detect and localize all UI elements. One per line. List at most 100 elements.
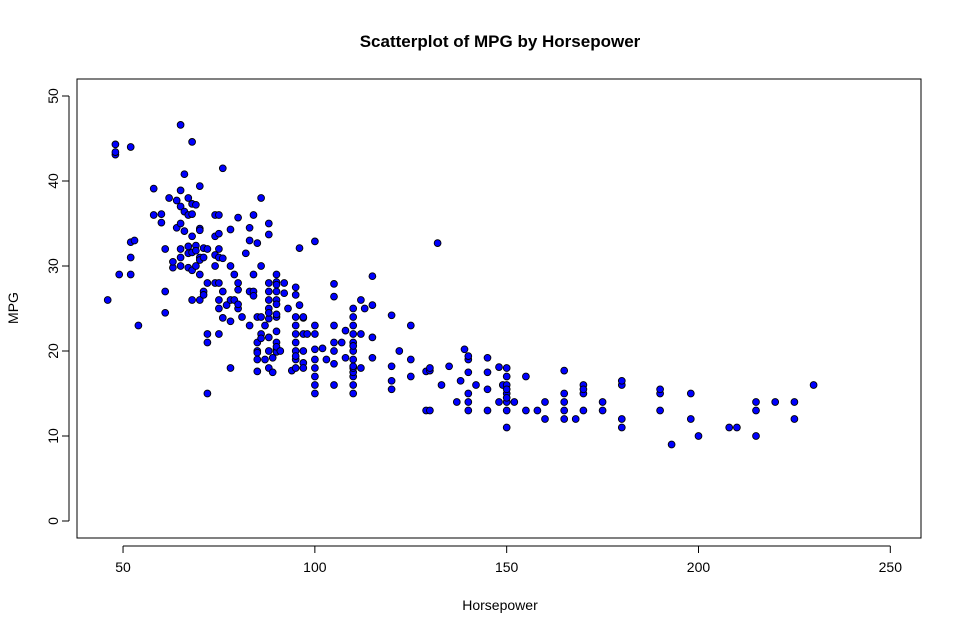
data-point xyxy=(349,330,358,338)
data-point xyxy=(188,232,196,241)
data-point xyxy=(161,287,170,296)
data-point xyxy=(291,321,300,330)
data-point xyxy=(264,347,273,355)
data-point xyxy=(541,398,549,406)
data-point xyxy=(203,245,212,253)
data-point xyxy=(215,229,223,238)
x-tick-label: 100 xyxy=(303,559,327,575)
data-point xyxy=(318,344,327,353)
data-point xyxy=(560,366,569,375)
data-point xyxy=(215,211,223,219)
data-point xyxy=(541,415,549,423)
data-point xyxy=(598,406,607,415)
x-axis: 50 100 150 200 250 xyxy=(115,545,903,575)
data-point xyxy=(456,376,465,385)
data-point xyxy=(192,246,200,255)
data-point xyxy=(502,393,511,402)
data-point xyxy=(357,330,365,338)
data-point xyxy=(579,406,588,415)
data-point xyxy=(495,398,503,406)
data-point xyxy=(617,423,626,432)
data-point xyxy=(253,367,262,376)
data-point xyxy=(226,364,235,372)
data-point xyxy=(218,287,227,296)
data-point xyxy=(264,230,273,239)
data-point xyxy=(199,253,208,262)
data-point xyxy=(161,308,170,317)
x-tick-label: 50 xyxy=(115,559,131,575)
data-point xyxy=(130,236,139,245)
data-point xyxy=(387,385,396,394)
data-point xyxy=(522,406,530,415)
data-point xyxy=(272,270,281,279)
data-point xyxy=(165,194,173,202)
data-point xyxy=(176,121,185,129)
data-point xyxy=(241,249,250,258)
data-point xyxy=(115,270,124,279)
data-point xyxy=(311,330,319,338)
data-point xyxy=(272,300,281,309)
data-point xyxy=(387,362,396,371)
data-point xyxy=(257,262,265,270)
data-point xyxy=(222,301,231,309)
data-point xyxy=(203,279,212,287)
data-point xyxy=(299,364,308,372)
data-point xyxy=(176,186,185,195)
data-point xyxy=(245,223,254,232)
data-point xyxy=(686,415,695,423)
data-point xyxy=(291,283,300,292)
data-point xyxy=(502,372,511,381)
data-point xyxy=(230,270,239,279)
data-point xyxy=(349,342,358,350)
y-tick-label: 30 xyxy=(45,258,61,274)
data-point xyxy=(725,423,734,432)
data-point xyxy=(311,355,319,364)
data-point xyxy=(218,314,227,322)
x-tick-label: 250 xyxy=(879,559,903,575)
data-point xyxy=(445,362,453,371)
data-point xyxy=(502,364,511,372)
data-point xyxy=(291,313,300,321)
data-point xyxy=(341,353,350,362)
data-point xyxy=(253,355,262,364)
data-point xyxy=(510,398,519,406)
data-point xyxy=(330,359,338,368)
data-point xyxy=(368,353,377,362)
data-point xyxy=(111,148,120,156)
data-point xyxy=(330,381,338,389)
data-point xyxy=(176,262,185,270)
data-point xyxy=(257,334,265,343)
data-point xyxy=(617,415,626,423)
data-point xyxy=(215,330,223,338)
data-point xyxy=(280,289,289,298)
data-point xyxy=(226,225,235,234)
y-tick-label: 40 xyxy=(45,173,61,189)
data-point xyxy=(464,389,473,398)
data-point xyxy=(560,406,569,415)
data-point xyxy=(253,239,262,247)
data-point xyxy=(598,398,607,406)
data-point xyxy=(349,321,358,330)
data-point xyxy=(656,406,664,415)
data-point xyxy=(264,296,273,304)
data-point xyxy=(433,239,442,247)
data-point xyxy=(268,353,277,362)
data-point xyxy=(199,291,208,299)
data-point xyxy=(460,345,469,354)
data-point xyxy=(184,194,193,202)
data-point xyxy=(261,321,269,330)
data-point xyxy=(161,245,170,253)
data-point xyxy=(291,352,300,360)
data-point xyxy=(172,196,181,205)
data-point xyxy=(533,406,542,415)
data-point xyxy=(203,330,212,338)
data-point xyxy=(203,338,212,347)
data-point xyxy=(188,138,196,146)
data-point xyxy=(257,313,265,321)
data-point xyxy=(426,406,434,415)
data-point xyxy=(226,262,235,270)
data-point xyxy=(195,296,204,304)
data-point xyxy=(341,326,350,335)
data-point xyxy=(126,253,135,262)
x-tick-label: 150 xyxy=(495,559,519,575)
